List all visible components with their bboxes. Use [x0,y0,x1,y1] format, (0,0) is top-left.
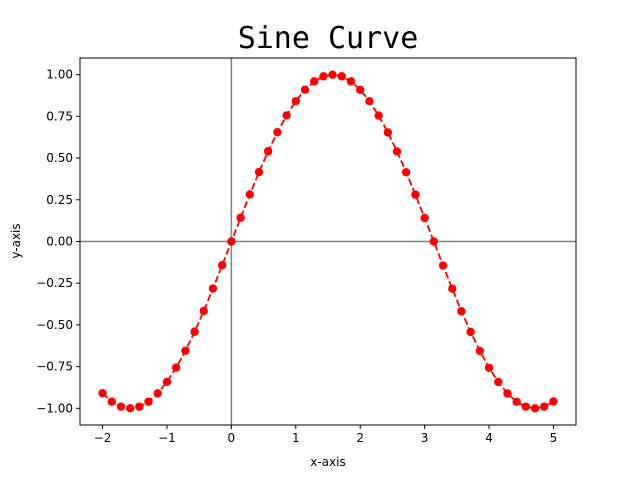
data-point [494,377,503,387]
data-point [438,261,448,270]
y-tick-label: −0.75 [36,360,73,374]
data-point [282,111,291,120]
y-tick-label: 1.00 [46,68,73,82]
data-point [475,346,485,356]
data-point [383,128,393,137]
x-axis-ticks: −2 −1 0 1 2 3 4 5 [94,425,558,445]
x-tick-label: 5 [550,431,558,445]
y-tick-label: 0.50 [46,151,73,165]
data-point [291,97,300,106]
data-point [374,111,383,120]
y-tick-label: −1.00 [36,401,73,415]
x-tick-label: 1 [292,431,300,445]
data-point [199,306,208,316]
data-point [420,213,429,223]
data-point [181,346,190,355]
data-point [337,72,346,81]
data-point [346,77,356,86]
x-tick-label: −1 [158,431,176,445]
x-tick-label: −2 [94,431,112,445]
data-point [125,404,135,413]
y-axis-label: y-axis [9,223,23,258]
reference-lines [80,58,576,425]
data-point [153,389,162,398]
data-point [171,363,181,372]
data-point [227,237,236,246]
data-point [190,327,199,336]
data-point [503,389,512,398]
data-point [549,397,558,406]
data-point [236,213,245,223]
data-point [448,284,457,293]
data-point [365,97,374,106]
x-tick-label: 4 [485,431,493,445]
y-tick-label: −0.25 [36,276,73,290]
data-point [466,327,475,337]
data-point [300,85,310,94]
x-axis-label: x-axis [310,455,345,469]
y-tick-label: 0.75 [46,109,73,123]
data-point [208,284,218,293]
y-tick-label: 0.25 [46,193,73,207]
data-point [392,147,402,156]
series-group [98,70,558,413]
data-point [429,237,439,246]
y-axis-ticks: −1.00 −0.75 −0.50 −0.25 0.00 0.25 0.50 0.75 1.00 [36,68,80,415]
y-tick-label: −0.50 [36,318,73,332]
data-point [135,402,144,411]
data-point [484,363,494,372]
x-tick-label: 0 [228,431,236,445]
data-point [319,72,328,81]
data-point [512,397,521,407]
y-tick-label: 0.00 [46,235,73,249]
data-point [98,388,107,398]
data-point [245,190,254,199]
data-point [356,85,365,95]
data-point [521,402,531,411]
data-point [254,167,264,177]
data-point [402,168,411,177]
data-point [107,397,116,406]
data-point [530,404,540,413]
data-point [328,70,337,79]
x-tick-label: 2 [356,431,364,445]
chart-title: Sine Curve [238,21,419,56]
data-point [217,260,227,270]
data-point [411,190,420,199]
data-point [162,377,172,386]
data-point [263,147,273,156]
data-point [540,402,549,411]
data-point [144,397,153,406]
data-point [116,402,126,411]
x-tick-label: 3 [421,431,429,445]
data-point [273,128,282,137]
data-point [310,77,319,86]
data-point [457,307,466,316]
